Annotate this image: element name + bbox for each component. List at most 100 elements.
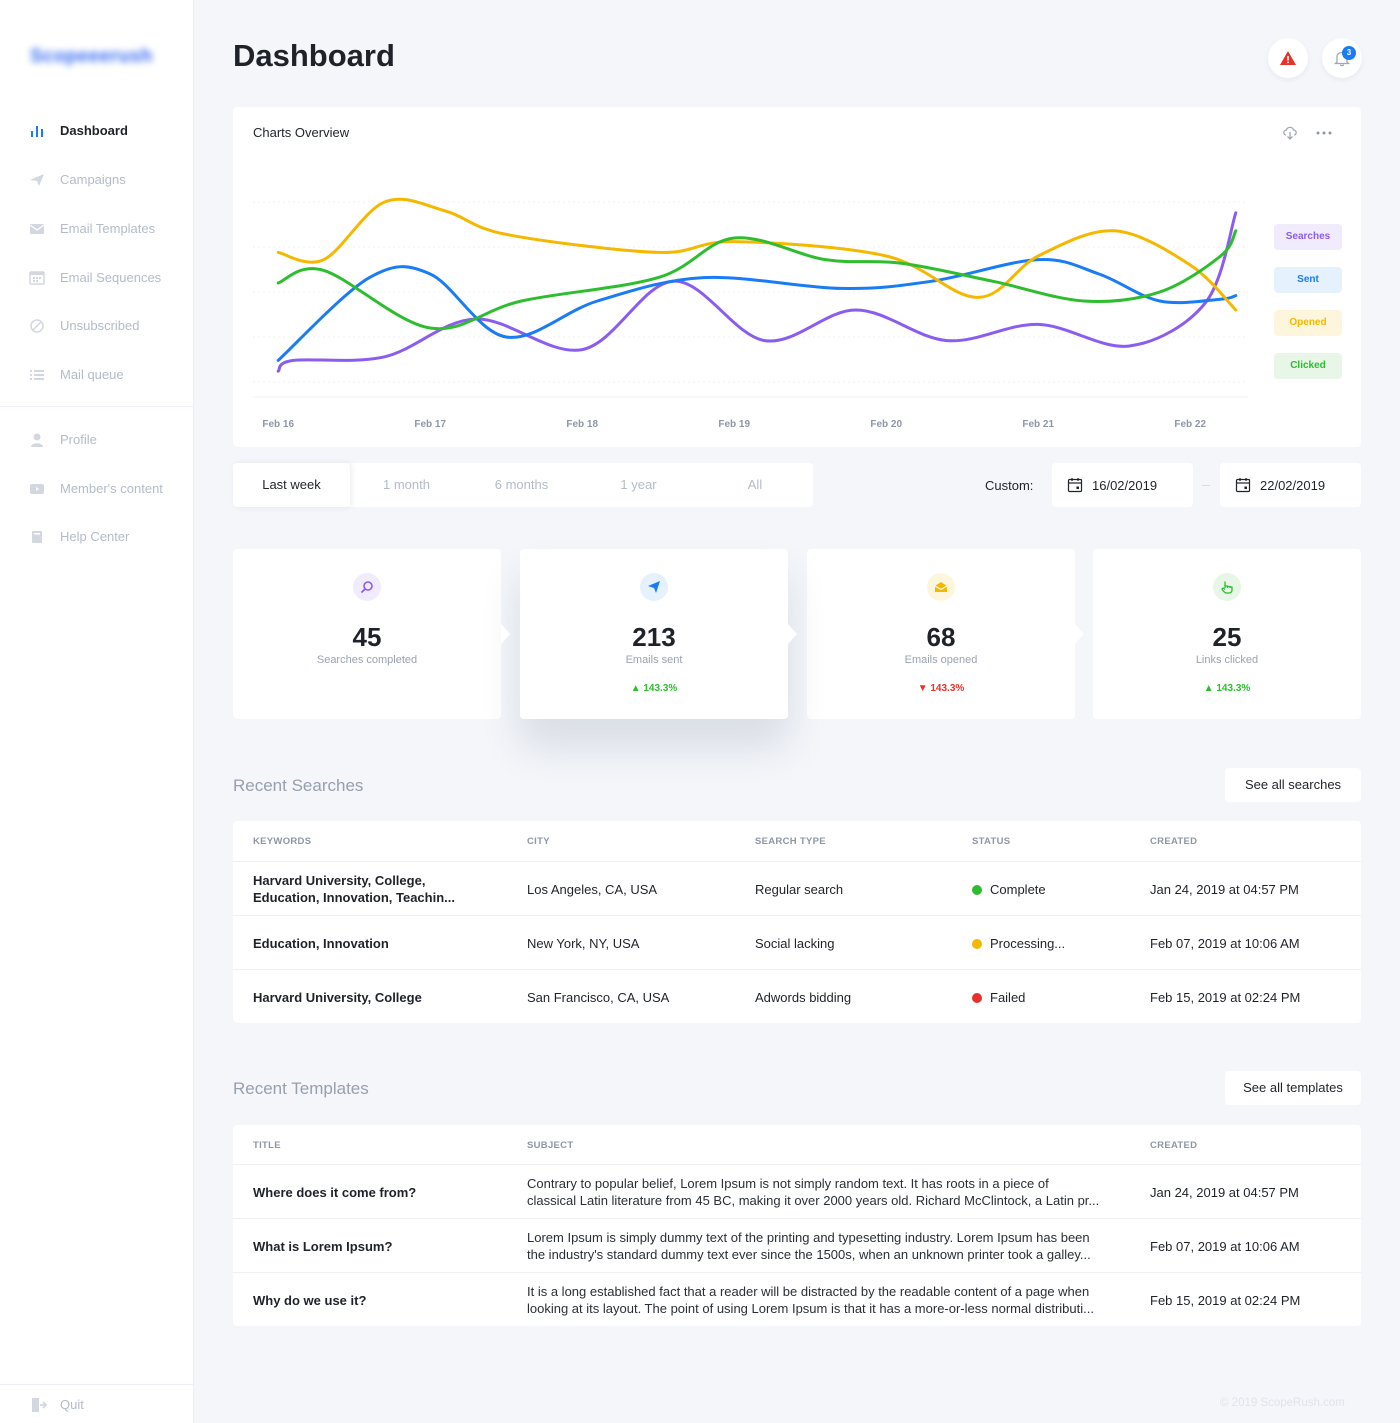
sidebar-item-label: Help Center [60,529,130,544]
stat-change-value: 143.3% [643,683,678,694]
status-dot [972,939,982,949]
notifications-button[interactable]: 3 [1322,38,1362,78]
sidebar-item-mail-queue[interactable]: Mail queue [0,360,193,390]
column-header[interactable]: CREATED [1150,1140,1198,1151]
pointer-hand-icon [1221,581,1233,594]
search-type-cell: Regular search [755,882,844,897]
stat-icon-badge [640,573,668,601]
table-row[interactable]: Harvard University, College, Education, I… [233,861,1361,915]
column-header[interactable]: CITY [527,836,550,847]
date-separator [1202,485,1210,486]
stat-caption: Searches completed [316,654,418,666]
sidebar-divider [0,1384,193,1385]
stat-value: 68 [926,622,956,652]
search-icon [360,581,373,594]
x-tick-label: Feb 17 [414,419,446,430]
calendar-icon [1235,478,1251,493]
table-row[interactable]: Why do we use it? It is a long establish… [233,1272,1361,1326]
range-6-months[interactable]: 6 months [494,477,549,492]
recent-templates-title: Recent Templates [233,1079,369,1098]
column-header[interactable]: TITLE [253,1140,281,1151]
sidebar-item-label: Profile [60,432,97,447]
stat-change: ▲ 143.3% [1093,683,1361,694]
range-1-month[interactable]: 1 month [383,477,430,492]
column-header[interactable]: SUBJECT [527,1140,574,1151]
recent-searches-title: Recent Searches [233,776,364,795]
city-cell: San Francisco, CA, USA [527,990,670,1005]
sidebar-item-label: Mail queue [60,367,124,382]
trend-down-icon: ▼ [917,683,928,694]
created-cell: Feb 07, 2019 at 10:06 AM [1150,936,1300,951]
logout-icon [32,1398,47,1412]
quit-button[interactable]: Quit [0,1394,193,1416]
see-all-templates-button[interactable]: See all templates [1225,1071,1361,1105]
legend-sent[interactable]: Sent [1274,267,1342,293]
sidebar-item-label: Email Sequences [60,270,162,285]
warning-icon [1280,51,1296,65]
series-line-opened [276,197,1238,312]
legend-searches[interactable]: Searches [1274,224,1342,250]
sidebar-item-unsubscribed[interactable]: Unsubscribed [0,311,193,341]
sidebar-item-members-content[interactable]: Member's content [0,474,193,504]
cloud-download-icon[interactable] [1281,123,1299,141]
paper-plane-icon [30,174,44,186]
keywords-cell: Harvard University, College, Education, I… [253,873,455,905]
template-subject-cell: Contrary to popular belief, Lorem Ipsum … [527,1176,1100,1208]
date-to-picker[interactable]: 22/02/2019 [1220,463,1361,507]
table-row[interactable]: Where does it come from? Contrary to pop… [233,1164,1361,1218]
sidebar-item-email-sequences[interactable]: Email Sequences [0,263,193,293]
stat-searches[interactable]: 45 Searches completed [233,549,501,719]
sidebar-item-label: Member's content [60,481,163,496]
sidebar-item-campaigns[interactable]: Campaigns [0,165,193,195]
search-type-cell: Social lacking [755,936,835,951]
column-header[interactable]: CREATED [1150,836,1198,847]
open-envelope-icon [934,582,948,592]
recent-templates-table: TITLE SUBJECT CREATED Where does it come… [233,1125,1361,1326]
status-cell: Failed [990,990,1026,1005]
sidebar-item-email-templates[interactable]: Email Templates [0,214,193,244]
sidebar-divider [0,406,193,407]
custom-range-label: Custom: [985,478,1034,493]
x-tick-label: Feb 21 [1022,419,1054,430]
sidebar-item-help-center[interactable]: Help Center [0,522,193,552]
line-chart: Feb 16 Feb 17 Feb 18 Feb 19 Feb 20 Feb 21 Feb … [253,197,1248,430]
x-tick-label: Feb 20 [870,419,902,430]
stat-links-clicked[interactable]: 25 Links clicked ▲ 143.3% [1093,549,1361,719]
range-last-week[interactable]: Last week [233,463,350,507]
x-tick-label: Feb 22 [1174,419,1206,430]
column-header[interactable]: KEYWORDS [253,836,312,847]
sidebar-item-dashboard[interactable]: Dashboard [0,116,193,146]
notification-badge: 3 [1342,46,1356,60]
see-all-searches-button[interactable]: See all searches [1225,768,1361,802]
range-all[interactable]: All [747,477,763,492]
alert-button[interactable] [1268,38,1308,78]
sidebar-item-profile[interactable]: Profile [0,425,193,455]
stat-change-value: 143.3% [1216,683,1251,694]
date-from-picker[interactable]: 16/02/2019 [1052,463,1193,507]
logo[interactable]: Scopeeerush [30,46,153,67]
range-1-year[interactable]: 1 year [620,477,657,492]
bar-chart-icon [31,126,43,137]
stat-emails-opened[interactable]: 68 Emails opened ▼ 143.3% [807,549,1075,719]
series-line-sent [276,258,1238,362]
sidebar-item-label: Email Templates [60,221,156,236]
page-title: Dashboard [233,38,395,73]
table-row[interactable]: What is Lorem Ipsum? Lorem Ipsum is simp… [233,1218,1361,1272]
more-options-icon[interactable] [1316,131,1332,135]
date-from-value: 16/02/2019 [1092,478,1158,493]
trend-up-icon: ▲ [1203,683,1214,694]
legend-clicked[interactable]: Clicked [1274,353,1342,379]
x-tick-label: Feb 19 [718,419,750,430]
column-header[interactable]: STATUS [972,836,1011,847]
legend-opened[interactable]: Opened [1274,310,1342,336]
sidebar: Scopeeerush Dashboard Campaigns Email Te… [0,0,194,1423]
x-tick-label: Feb 18 [566,419,598,430]
column-header[interactable]: SEARCH TYPE [755,836,826,847]
stat-emails-sent[interactable]: 213 Emails sent ▲ 143.3% [520,549,788,719]
book-icon [32,531,42,543]
table-row[interactable]: Harvard University, College San Francisc… [233,969,1361,1023]
table-row[interactable]: Education, Innovation New York, NY, USA … [233,915,1361,969]
stat-value: 45 [352,622,382,652]
sidebar-item-label: Dashboard [60,123,128,138]
template-title-cell: Why do we use it? [253,1293,367,1308]
